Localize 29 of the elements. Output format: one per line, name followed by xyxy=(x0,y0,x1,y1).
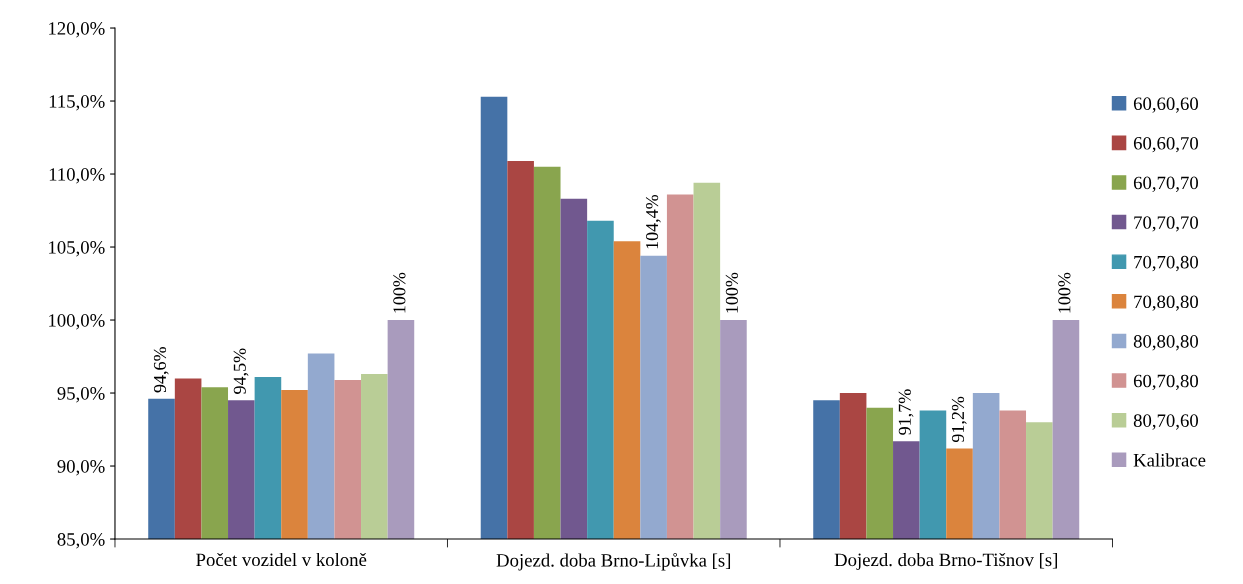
y-tick-label: 100,0% xyxy=(49,314,105,330)
legend-label: 60,70,70 xyxy=(1133,176,1199,192)
legend-label: Kalibrace xyxy=(1133,453,1206,467)
data-label: 91,2% xyxy=(951,396,967,443)
data-label: 91,7% xyxy=(898,389,914,435)
data-label: 100% xyxy=(393,272,406,313)
data-label: 100% xyxy=(1058,272,1071,313)
legend-label: 60,70,80 xyxy=(1133,374,1199,391)
data-label: 94,6% xyxy=(153,347,169,393)
legend-label: 80,70,60 xyxy=(1133,414,1199,430)
legend-label: 60,60,70 xyxy=(1133,136,1199,153)
y-tick-label: 90,0% xyxy=(57,460,105,476)
y-tick-label: 95,0% xyxy=(57,387,105,403)
x-tick-label: Počet vozidel v koloně xyxy=(196,552,367,567)
y-tick-label: 115,0% xyxy=(49,95,105,111)
legend-label: 60,60,60 xyxy=(1133,97,1199,113)
y-tick-label: 110,0% xyxy=(49,168,105,184)
legend-label: 70,70,70 xyxy=(1134,216,1199,232)
data-label: 100% xyxy=(725,272,739,313)
data-label: 104,4% xyxy=(645,194,661,249)
y-tick-label: 120,0% xyxy=(49,22,105,38)
legend-label: 80,80,80 xyxy=(1133,335,1199,351)
y-tick-label: 85,0% xyxy=(57,533,105,549)
legend-label: 70,80,80 xyxy=(1134,295,1199,311)
y-tick-label: 105,0% xyxy=(49,241,105,257)
legend-label: 70,70,80 xyxy=(1134,255,1199,272)
data-label: 94,5% xyxy=(233,348,249,394)
x-tick-label: Dojezd. doba Brno-Lipůvka [s] xyxy=(496,552,731,571)
x-tick-label: Dojezd. doba Brno-Tišnov [s] xyxy=(834,552,1057,570)
